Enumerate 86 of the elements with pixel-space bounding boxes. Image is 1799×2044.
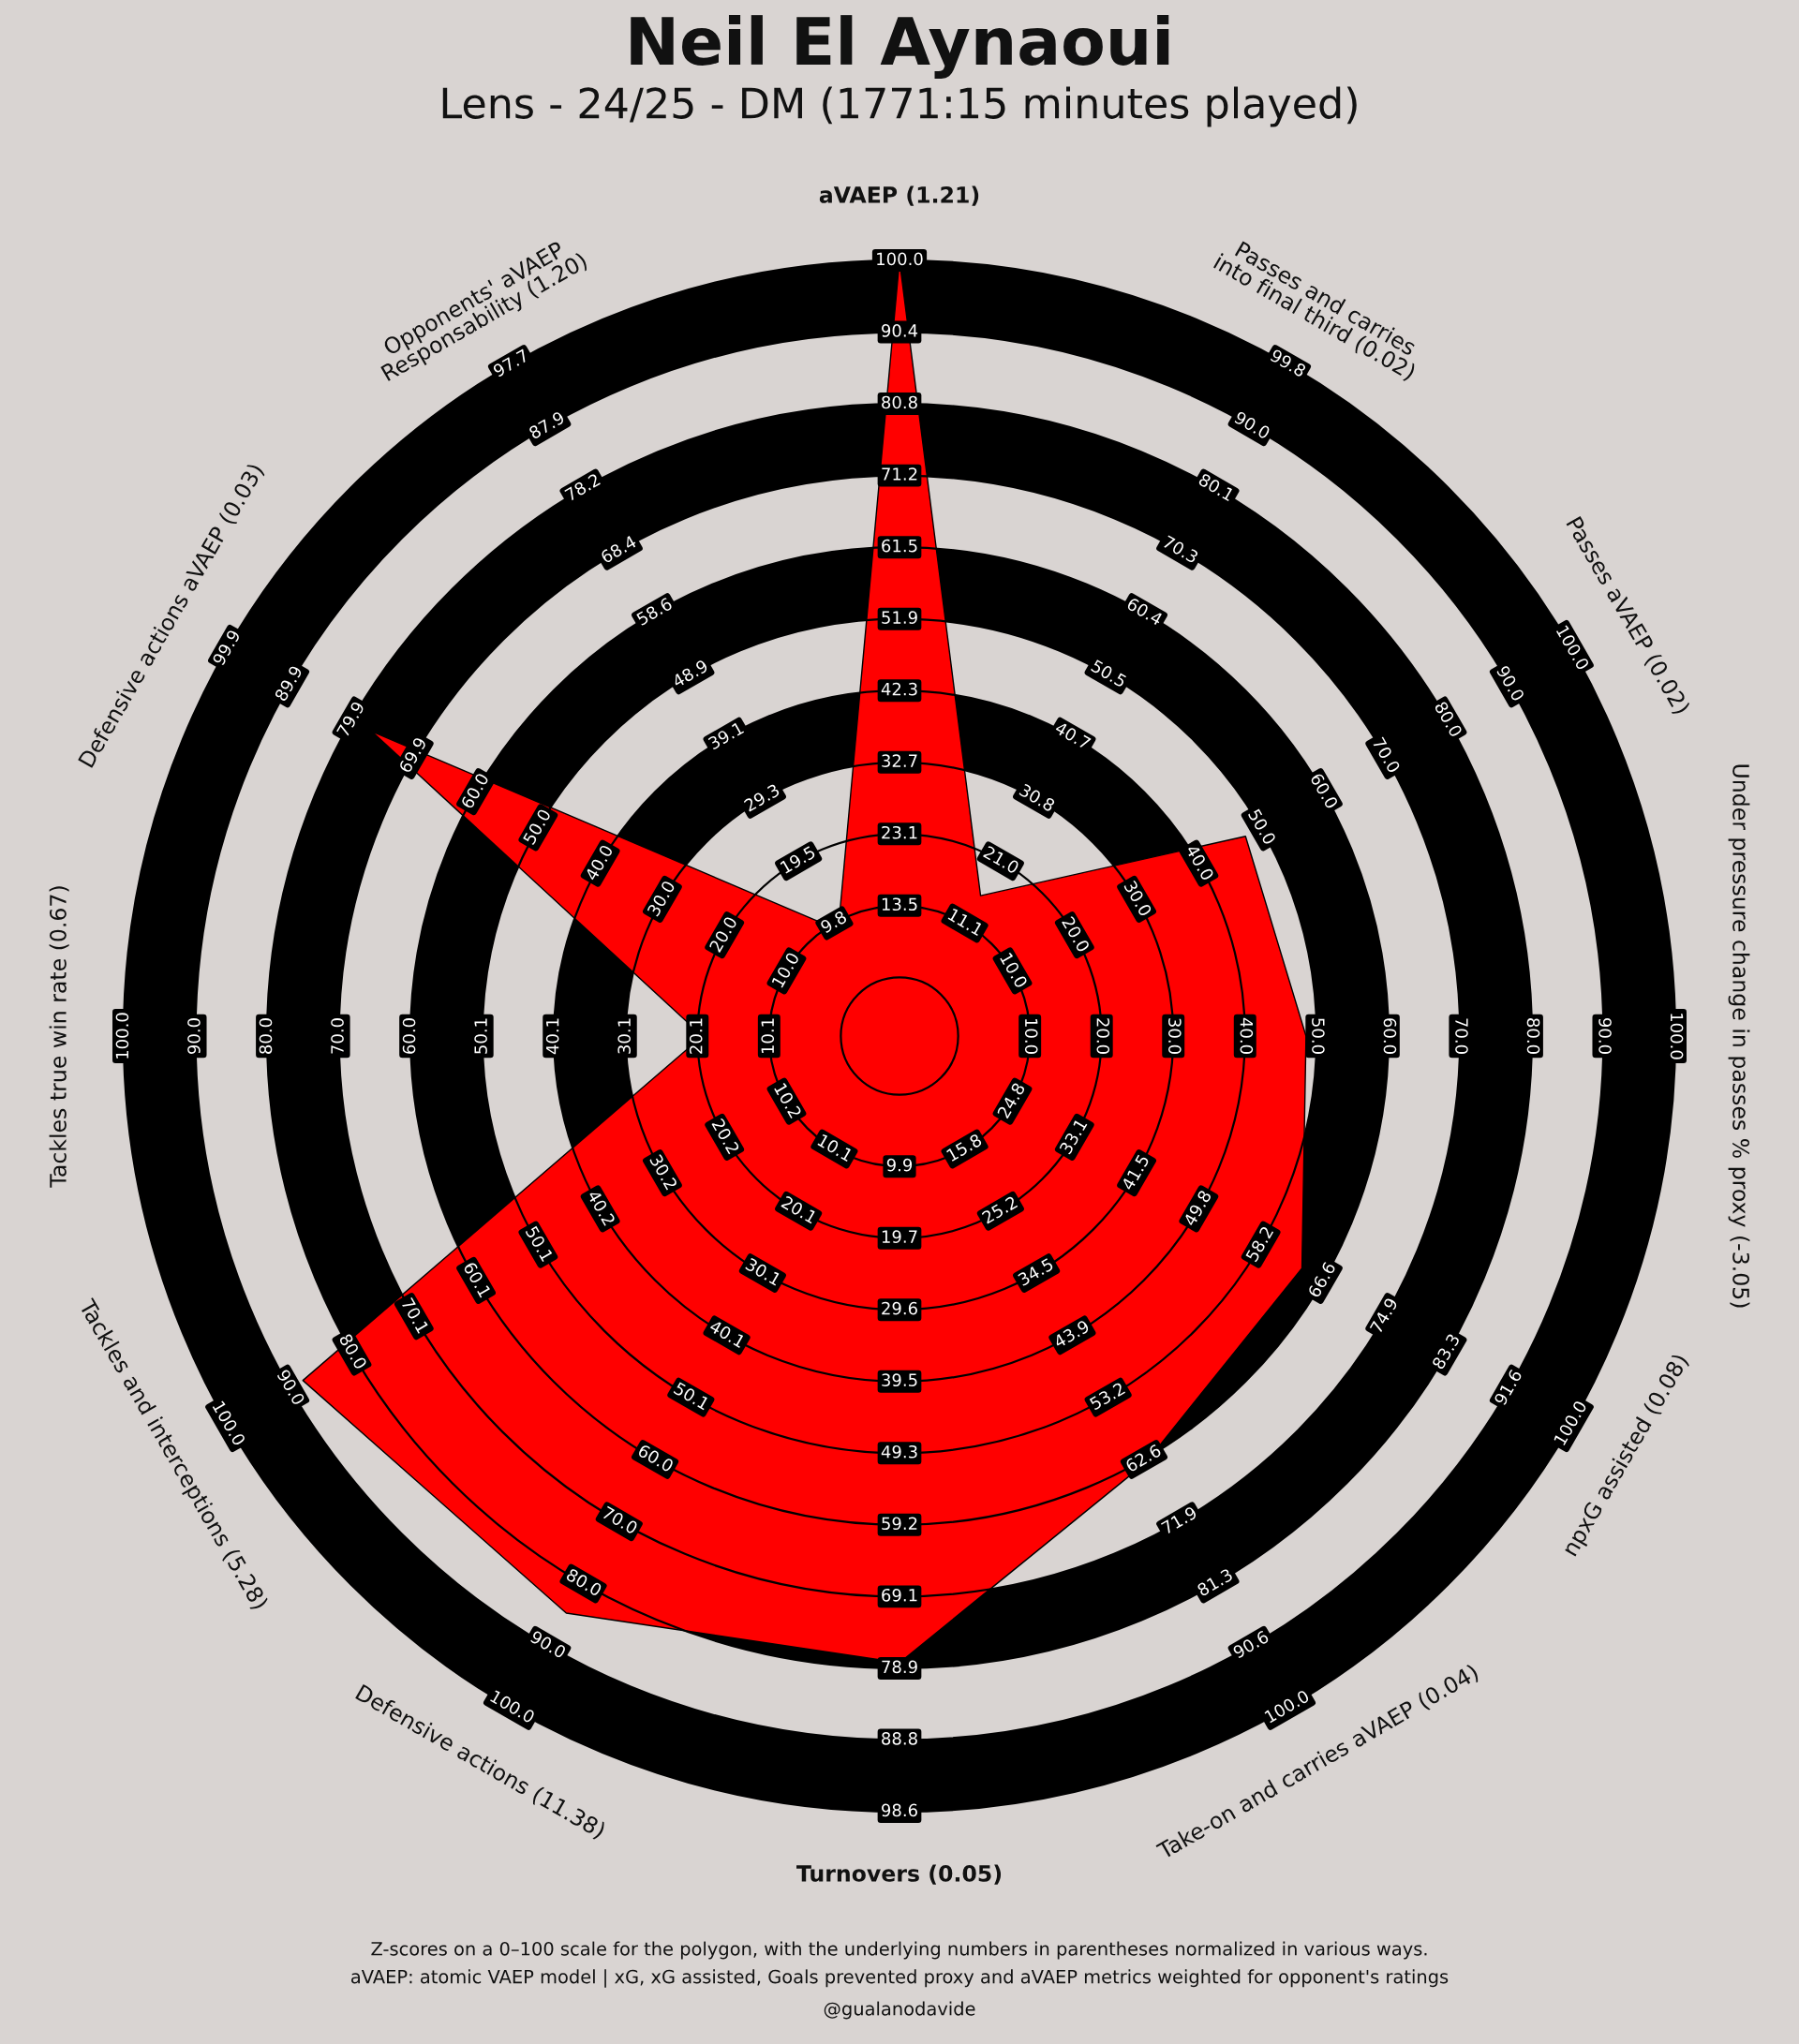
text: 50.1 (474, 1018, 487, 1054)
text: 23.1 (882, 825, 917, 839)
text: 61.5 (882, 539, 917, 553)
text: 90.4 (882, 324, 918, 337)
text: 100.0 (1670, 1014, 1684, 1059)
text: 81.3 (1196, 1567, 1234, 1597)
text: 49.3 (881, 1444, 917, 1459)
text: 78.9 (882, 1660, 917, 1674)
text: 34.5 (1017, 1257, 1054, 1286)
text: 80.8 (882, 395, 917, 409)
text: 60.0 (402, 1018, 416, 1054)
text: 10.1 (817, 1133, 854, 1163)
text: 70.3 (1162, 535, 1199, 564)
chart-title: Neil El Aynaoui (631, 15, 1169, 79)
text: 70.0 (331, 1018, 344, 1054)
chart-subtitle: Lens - 24/25 - DM (1771:15 minutes played) (442, 86, 1357, 127)
text: 53.2 (1089, 1382, 1125, 1411)
text: 70.0 (1455, 1018, 1468, 1054)
spoke-label: Tackles true win rate (0.67) (49, 886, 69, 1188)
text: 90.6 (1232, 1630, 1270, 1659)
text: 90.0 (1233, 410, 1271, 440)
text: 51.9 (882, 611, 917, 624)
text: 98.6 (882, 1803, 917, 1817)
text: 13.5 (882, 897, 917, 911)
text: 32.7 (882, 754, 917, 767)
text: aVAEP: atomic VAEP model | xG, xG assisted, Goals prevented proxy and aVAEP metrics weighted for opponent's ratings (351, 1969, 1449, 1988)
text: 58.6 (635, 597, 674, 626)
text: 42.3 (881, 682, 917, 696)
text: 30.8 (1018, 783, 1056, 812)
text: Z-scores on a 0–100 scale for the polygon, with the underlying numbers in parentheses normalized in various ways. (371, 1941, 1427, 1960)
text: 90.0 (529, 1630, 567, 1659)
text: 30.0 (1168, 1018, 1182, 1054)
text: 20.0 (1096, 1018, 1110, 1054)
text: 50.5 (1090, 659, 1127, 689)
text: 20.1 (689, 1018, 703, 1054)
text: 87.9 (528, 410, 566, 440)
text: 59.2 (882, 1517, 917, 1531)
text: 10.0 (1024, 1018, 1038, 1054)
text: 100.0 (115, 1013, 129, 1059)
text: 40.1 (545, 1018, 559, 1055)
text: 50.1 (673, 1382, 710, 1411)
text: 25.2 (981, 1195, 1018, 1224)
text: 30.1 (745, 1257, 781, 1286)
text: 9.9 (886, 1158, 913, 1172)
text: 40.7 (1054, 720, 1092, 750)
text: 71.9 (1160, 1505, 1198, 1534)
text: 71.2 (882, 467, 917, 481)
text: 69.1 (882, 1588, 917, 1602)
spoke-label: Under pressure change in passes % proxy (-3.05) (1728, 764, 1750, 1308)
text: 100.0 (877, 252, 923, 266)
text: 80.0 (1526, 1018, 1540, 1054)
text: 9.8 (819, 910, 848, 934)
text: @gualanodavide (824, 2001, 975, 2020)
text: 39.1 (707, 721, 745, 750)
text: 70.0 (602, 1505, 639, 1535)
text: 90.0 (187, 1018, 201, 1054)
text: 43.9 (1052, 1319, 1091, 1349)
text: 80.0 (565, 1567, 603, 1597)
text: 40.1 (708, 1319, 746, 1348)
text: 39.5 (882, 1373, 917, 1387)
spoke-label: aVAEP (1.21) (819, 185, 979, 206)
text: 90.0 (1598, 1018, 1612, 1054)
text: 30.1 (617, 1018, 631, 1054)
text: 80.1 (1197, 472, 1235, 502)
text: 60.4 (1125, 597, 1164, 626)
text: 48.9 (671, 659, 709, 689)
text: 80.0 (259, 1018, 273, 1054)
spoke-label: Turnovers (0.05) (796, 1864, 1002, 1885)
text: 60.0 (637, 1444, 675, 1473)
text: 99.8 (1269, 348, 1307, 378)
text: 62.6 (1124, 1444, 1162, 1473)
text: 78.2 (564, 473, 601, 502)
text: 88.8 (882, 1732, 917, 1745)
text: 19.5 (780, 845, 816, 874)
text: 21.0 (983, 845, 1020, 875)
text: 40.0 (1240, 1017, 1254, 1054)
text: 20.1 (781, 1195, 818, 1224)
text: 29.3 (743, 783, 781, 812)
text: 19.7 (882, 1230, 917, 1243)
text: 68.4 (600, 535, 637, 564)
text: 15.8 (945, 1133, 983, 1162)
text: 50.0 (1312, 1018, 1325, 1054)
text: 29.6 (882, 1301, 917, 1315)
text: 11.1 (947, 908, 984, 937)
text: 10.1 (761, 1018, 775, 1054)
text: 60.0 (1383, 1018, 1397, 1054)
